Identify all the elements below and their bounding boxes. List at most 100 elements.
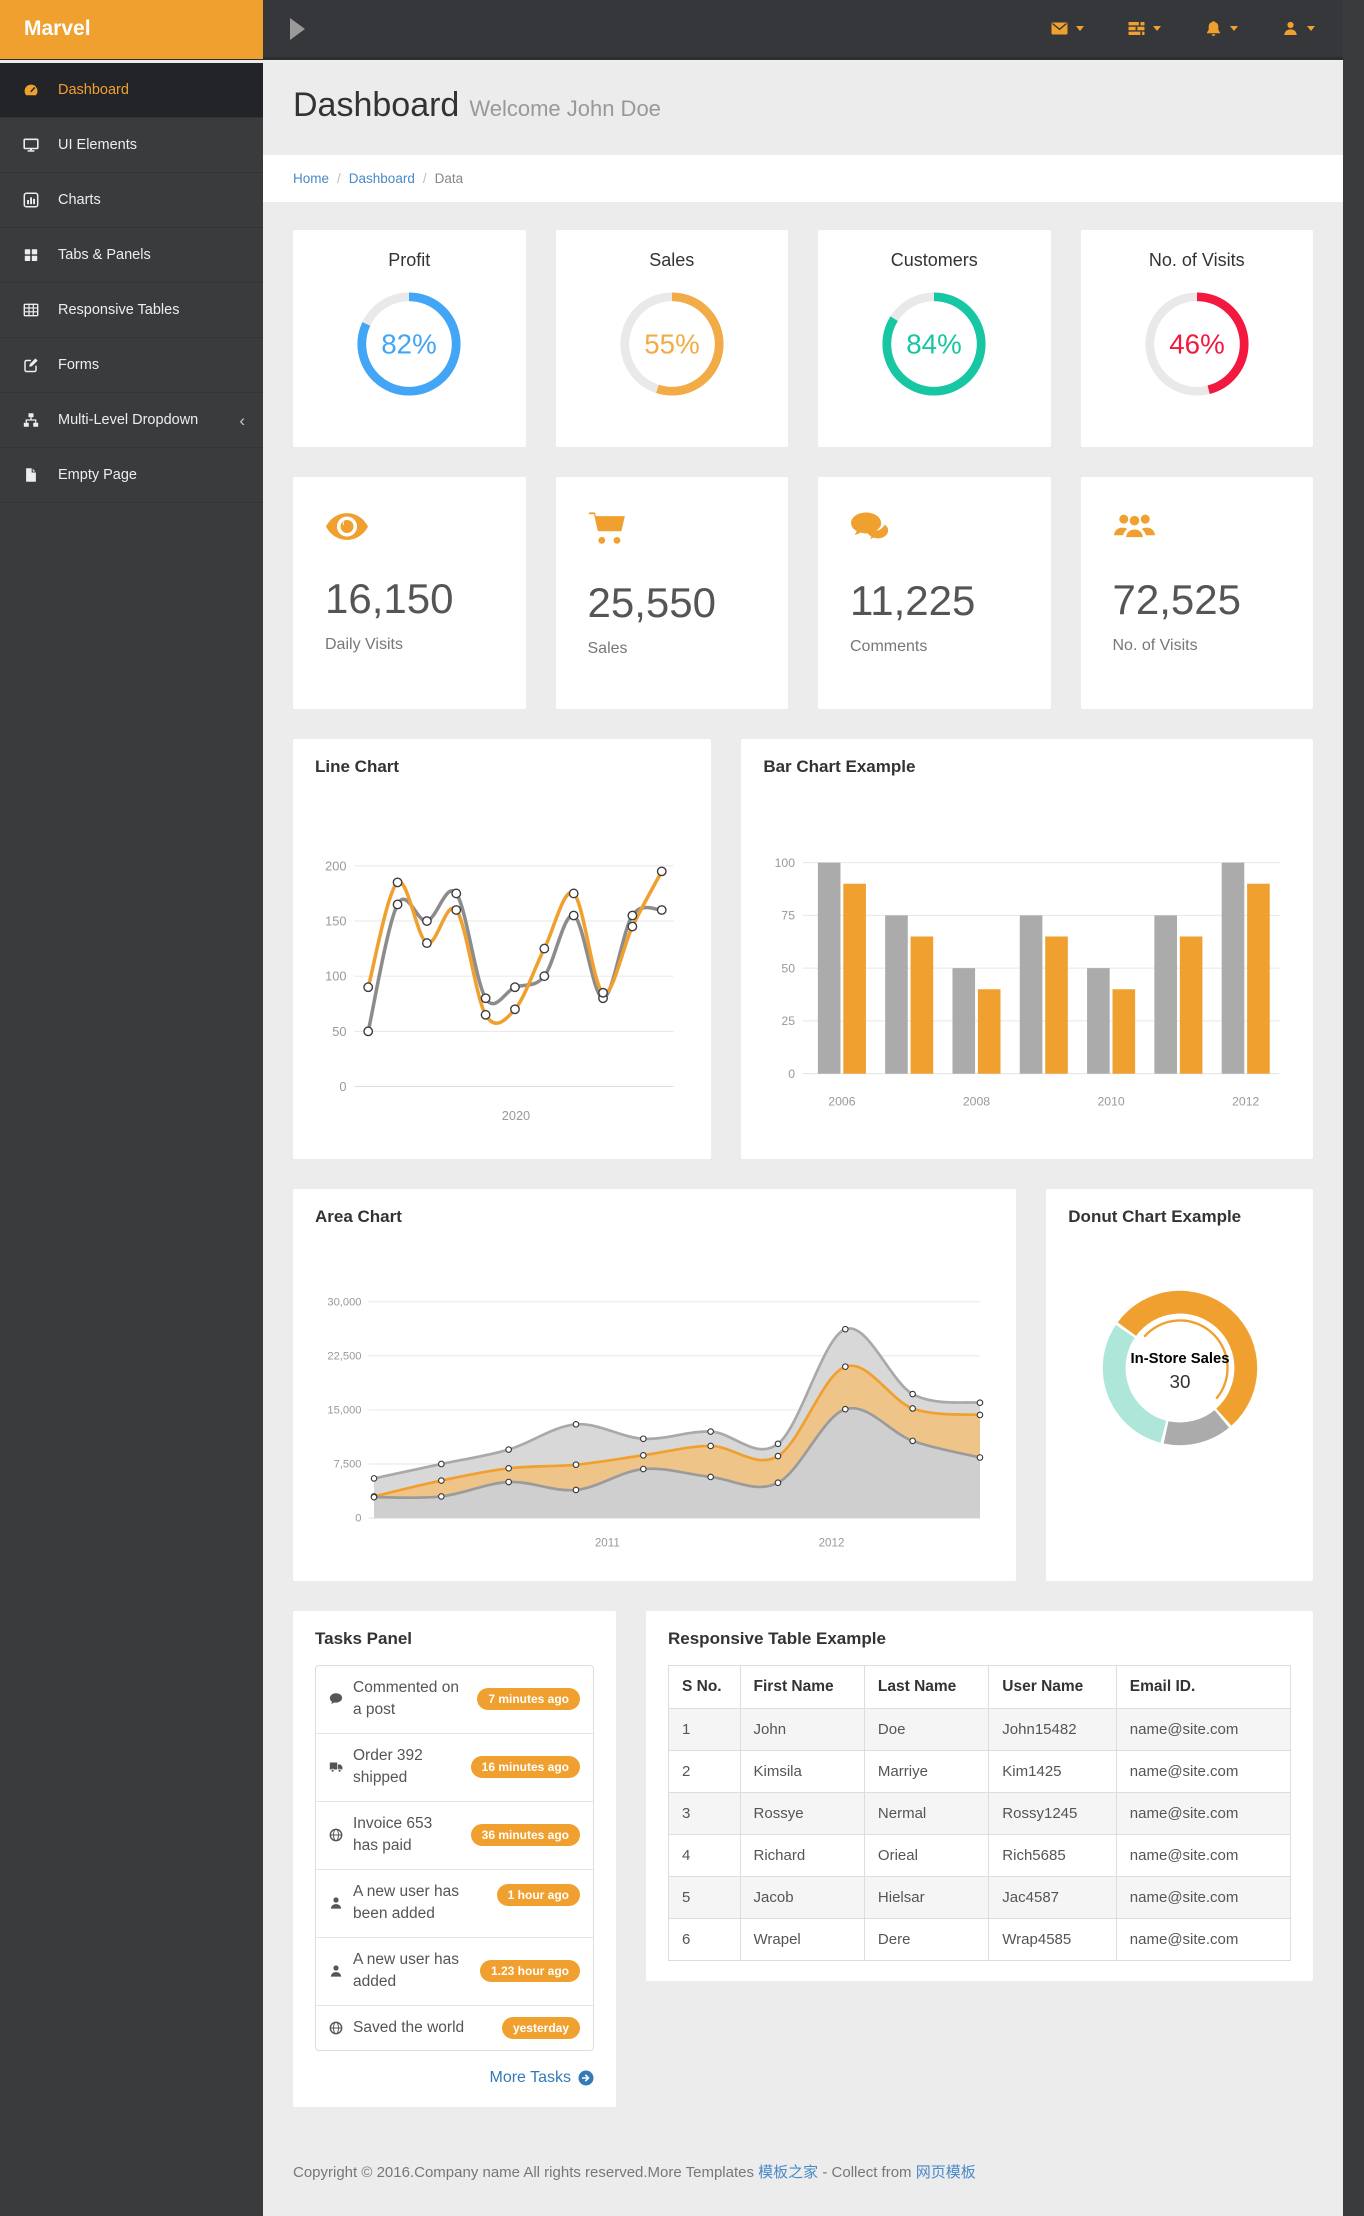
- footer-link-templates[interactable]: 模板之家: [758, 2164, 819, 2182]
- svg-text:46%: 46%: [1169, 329, 1224, 360]
- tasks-menu[interactable]: [1128, 20, 1161, 37]
- task-time-badge: yesterday: [501, 2016, 580, 2039]
- sidebar-item-label: Empty Page: [58, 467, 137, 483]
- panel-title: Bar Chart Example: [763, 757, 916, 776]
- table-header-cell: Last Name: [863, 1665, 990, 1709]
- task-item: Commented on a post 7 minutes ago: [316, 1666, 593, 1734]
- more-tasks-link[interactable]: More Tasks: [315, 2069, 594, 2087]
- stat-card-daily-visits: 16,150 Daily Visits: [293, 477, 526, 709]
- sidebar-item-ui-elements[interactable]: UI Elements: [0, 118, 263, 173]
- breadcrumb-home[interactable]: Home: [293, 171, 330, 186]
- svg-text:200: 200: [325, 858, 346, 873]
- table-cell: 4: [668, 1834, 741, 1877]
- footer-collect-text: - Collect from: [818, 2164, 916, 2182]
- table-cell: Kimsila: [739, 1750, 865, 1793]
- svg-text:84%: 84%: [907, 329, 962, 360]
- svg-text:100: 100: [325, 969, 346, 984]
- arrow-circle-right-icon: [578, 2070, 594, 2086]
- task-time-badge: 7 minutes ago: [477, 1688, 580, 1711]
- stat-label: No. of Visits: [1112, 637, 1198, 654]
- table-cell: Marriye: [863, 1750, 990, 1793]
- donut-chart: In-Store Sales 30: [1102, 1290, 1257, 1446]
- donut-chart-panel: Donut Chart Example In-Store Sales 30: [1046, 1189, 1313, 1581]
- svg-text:30: 30: [1169, 1371, 1190, 1392]
- knob-card-title: Profit: [388, 250, 431, 270]
- svg-text:2012: 2012: [819, 1537, 845, 1550]
- table-cell: 2: [668, 1750, 741, 1793]
- svg-text:0: 0: [339, 1079, 346, 1094]
- brand-logo[interactable]: Marvel: [0, 0, 263, 59]
- table-row: 3 Rossye Nermal Rossy1245 name@site.com: [668, 1792, 1292, 1835]
- page-subtitle: Welcome John Doe: [469, 96, 661, 121]
- table-cell: name@site.com: [1115, 1918, 1292, 1961]
- charts-row-2: Area Chart 0 7,500 15,000 22,500 30,000 2011 2…: [293, 1189, 1313, 1581]
- tasks-icon: [1128, 22, 1145, 35]
- table-cell: 6: [668, 1918, 741, 1961]
- sidebar-item-empty-page[interactable]: Empty Page: [0, 448, 263, 503]
- sidebar-item-tabs-panels[interactable]: Tabs & Panels: [0, 228, 263, 283]
- breadcrumb-dashboard[interactable]: Dashboard: [348, 171, 415, 186]
- table-cell: name@site.com: [1115, 1876, 1292, 1919]
- task-text: Saved the world: [353, 2018, 465, 2036]
- panel-title: Donut Chart Example: [1068, 1207, 1242, 1226]
- bar-chart: 0 25 50 75 100 2006 2008 2010 2012: [775, 856, 1280, 1109]
- knob-card-sales: Sales 55%: [555, 230, 788, 447]
- area-chart-panel: Area Chart 0 7,500 15,000 22,500 30,000 2011 2…: [293, 1189, 1017, 1581]
- caret-down-icon: [1230, 26, 1238, 31]
- top-navbar: Marvel: [0, 0, 1343, 60]
- bottom-row: Tasks Panel Commented on a post 7 minute…: [293, 1611, 1313, 2108]
- sidebar-toggle-button[interactable]: [290, 17, 305, 40]
- sidebar-item-forms[interactable]: Forms: [0, 338, 263, 393]
- table-cell: name@site.com: [1115, 1834, 1292, 1877]
- svg-text:22,500: 22,500: [327, 1350, 361, 1362]
- table-row: 5 Jacob Hielsar Jac4587 name@site.com: [668, 1876, 1292, 1919]
- sales-progress-donut: 55%: [620, 292, 724, 396]
- play-triangle-icon: [290, 17, 305, 40]
- table-header-row: S No. First Name Last Name User Name Ema…: [668, 1665, 1292, 1709]
- bar-chart-icon: [23, 192, 39, 208]
- footer-copyright: Copyright © 2016.Company name All rights…: [293, 2164, 759, 2182]
- panel-title: Area Chart: [315, 1207, 402, 1226]
- comment-icon: [329, 1693, 343, 1705]
- stat-label: Comments: [850, 638, 928, 655]
- sidebar-item-label: Tabs & Panels: [58, 247, 151, 263]
- task-text: Invoice 653 has paid: [353, 1814, 433, 1855]
- sidebar-item-label: Forms: [58, 357, 100, 373]
- table-header-cell: First Name: [739, 1665, 865, 1709]
- footer-link-source[interactable]: 网页模板: [915, 2164, 976, 2182]
- messages-menu[interactable]: [1051, 20, 1084, 37]
- sidebar-item-multi-level-dropdown[interactable]: Multi-Level Dropdown ‹: [0, 393, 263, 448]
- page-title: Dashboard: [293, 86, 460, 124]
- table-cell: Nermal: [863, 1792, 990, 1835]
- eye-icon: [325, 513, 369, 540]
- sidebar-item-label: Responsive Tables: [58, 302, 180, 318]
- chevron-left-icon: ‹: [239, 410, 245, 430]
- sidebar-item-dashboard[interactable]: Dashboard: [0, 63, 263, 118]
- task-text: Order 392 shipped: [353, 1746, 423, 1787]
- svg-text:82%: 82%: [382, 329, 437, 360]
- svg-text:2012: 2012: [1232, 1095, 1259, 1109]
- user-menu[interactable]: [1282, 20, 1315, 37]
- sidebar-item-charts[interactable]: Charts: [0, 173, 263, 228]
- svg-text:2010: 2010: [1098, 1095, 1125, 1109]
- user-icon: [330, 1897, 342, 1909]
- task-item: A new user has been added 1 hour ago: [316, 1870, 593, 1938]
- table-header-cell: Email ID.: [1115, 1665, 1292, 1709]
- knob-card-customers: Customers 84%: [818, 230, 1051, 447]
- sidebar-item-responsive-tables[interactable]: Responsive Tables: [0, 283, 263, 338]
- pencil-square-icon: [24, 358, 38, 373]
- sidebar-item-label: Charts: [58, 192, 101, 208]
- notifications-menu[interactable]: [1205, 20, 1238, 37]
- table-header-cell: User Name: [988, 1665, 1117, 1709]
- table-cell: Rich5685: [988, 1834, 1117, 1877]
- table-cell: 5: [668, 1876, 741, 1919]
- sidebar-item-label: Dashboard: [58, 82, 129, 98]
- table-header-cell: S No.: [668, 1665, 741, 1709]
- visits-progress-donut: 46%: [1145, 292, 1249, 396]
- globe-icon: [329, 1828, 343, 1842]
- table-cell: name@site.com: [1115, 1792, 1292, 1835]
- tasks-panel: Tasks Panel Commented on a post 7 minute…: [293, 1611, 616, 2108]
- panel-title: Responsive Table Example: [668, 1629, 886, 1648]
- responsive-table-panel: Responsive Table Example S No. First Nam…: [646, 1611, 1313, 1981]
- task-item: Invoice 653 has paid 36 minutes ago: [316, 1802, 593, 1870]
